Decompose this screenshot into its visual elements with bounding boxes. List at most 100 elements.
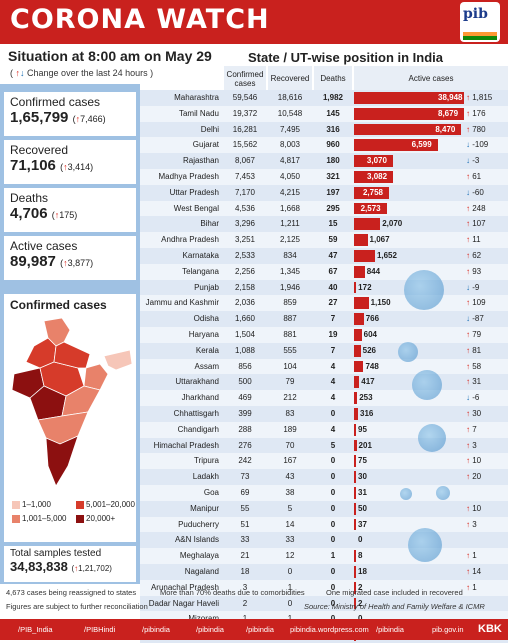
recovered-change: 3,414 <box>67 162 91 172</box>
change-cell: ↓ -109 <box>466 137 508 153</box>
confirmed-cell: 21 <box>240 551 250 561</box>
active-value-label: 844 <box>366 266 381 276</box>
state-name: Himachal Pradesh <box>153 440 219 450</box>
arrow-up-icon: ↑ <box>466 298 473 308</box>
footer-bar: /PIB_India /PIBHindi /pibindia /pibindia… <box>0 619 508 640</box>
table-row: Assam 856 104 4 748 ↑ 58 <box>140 358 508 375</box>
change-value: 109 <box>472 298 486 308</box>
change-value: 93 <box>472 266 482 276</box>
confirmed-cell: 856 <box>238 361 252 371</box>
deaths-cell: 4 <box>330 361 336 371</box>
change-value: 10 <box>472 456 482 466</box>
state-name: Ladakh <box>192 472 219 482</box>
confirmed-cell: 2 <box>242 598 248 608</box>
state-name: A&N Islands <box>174 535 219 545</box>
arrow-up-icon: ↑ <box>466 330 473 339</box>
recovered-cell: 5 <box>287 503 293 513</box>
deaths-cell: 7 <box>330 345 336 355</box>
footer-link-twitter-pib-india[interactable]: /PIB_India <box>18 625 53 634</box>
table-row: A&N Islands 33 33 0 0 <box>140 532 508 549</box>
deaths-value: 4,706 <box>10 205 48 222</box>
state-name: Tamil Nadu <box>178 108 219 118</box>
arrow-down-icon: ↓ <box>466 156 473 166</box>
active-bar <box>354 518 356 531</box>
deaths-cell: 0 <box>330 519 336 529</box>
confirmed-cell: 500 <box>238 377 252 387</box>
header-banner: CORONA WATCH pib <box>0 0 508 44</box>
recovered-cell: 887 <box>283 314 297 324</box>
state-name: Assam <box>194 361 219 371</box>
active-bar <box>354 297 369 310</box>
arrow-down-icon: ↓ <box>466 393 473 403</box>
table-row: Jharkhand 469 212 4 253 ↓ -6 <box>140 390 508 406</box>
state-name: Arunachal Pradesh <box>150 582 219 592</box>
active-bar <box>354 265 365 278</box>
map-title: Confirmed cases <box>10 298 107 312</box>
deaths-cell: 5 <box>330 440 336 450</box>
recovered-cell: 38 <box>285 488 295 497</box>
active-value-label: 748 <box>365 361 379 371</box>
state-name: Bihar <box>200 219 219 229</box>
active-value-label: 253 <box>359 393 373 403</box>
recovered-label: Recovered <box>10 143 69 157</box>
samples-change: 1,21,702 <box>78 564 110 573</box>
change-cell: ↑ 1 <box>466 548 508 564</box>
footer-link-twitter-pib-hindi[interactable]: /PIBHindi <box>84 625 116 634</box>
table-row: Chandigarh 288 189 4 95 ↑ 7 <box>140 421 508 438</box>
confirmed-cell: 2,256 <box>234 266 256 276</box>
table-row: Uttarakhand 500 79 4 417 ↑ 31 <box>140 374 508 391</box>
footer-link-facebook[interactable]: /pibindia <box>142 625 170 634</box>
confirmed-cell: 18 <box>240 567 250 576</box>
active-value-label: 0 <box>358 611 362 627</box>
arrow-up-icon: ↑ <box>75 114 81 124</box>
state-name: Kerala <box>195 345 219 355</box>
deaths-cell: 0 <box>330 409 336 418</box>
recovered-cell: 18,616 <box>277 93 303 102</box>
confirmed-cell: 15,562 <box>232 140 258 150</box>
active-bar <box>354 423 356 436</box>
arrow-up-icon: ↑ <box>466 203 473 213</box>
active-value-label: 1,652 <box>376 251 397 260</box>
footer-link-linkedin[interactable]: /pibindia <box>376 625 404 634</box>
recovered-cell: 1,345 <box>279 266 301 276</box>
active-value-label: 3,082 <box>367 172 388 181</box>
change-note: ( ↑↓ Change over the last 24 hours ) <box>10 68 153 78</box>
change-cell: ↑ 248 <box>466 201 508 217</box>
change-value: 31 <box>472 377 482 387</box>
table-row: Manipur 55 5 0 50 ↑ 10 <box>140 500 508 517</box>
map-region-northeast <box>103 349 133 371</box>
change-value: 61 <box>472 172 482 181</box>
recovered-cell: 555 <box>283 345 297 355</box>
table-row: Tamil Nadu 19,372 10,548 145 8,679 ↑ 176 <box>140 105 508 122</box>
footer-link-website[interactable]: pib.gov.in <box>432 625 464 634</box>
change-cell: ↑ 1,815 <box>466 90 508 106</box>
change-cell: ↓ -3 <box>466 153 508 169</box>
recovered-cell: 212 <box>283 393 297 403</box>
arrow-down-icon: ↓ <box>466 140 473 150</box>
deaths-cell: 15 <box>328 219 338 229</box>
change-value: 176 <box>472 108 486 118</box>
confirmed-box: Confirmed cases 1,65,799 (↑7,466) <box>4 92 136 136</box>
footer-link-youtube[interactable]: /pibindia <box>246 625 274 634</box>
confirmed-cell: 8,067 <box>234 156 256 166</box>
active-bar <box>354 92 464 104</box>
change-value: -9 <box>472 282 480 292</box>
arrow-up-icon: ↑ <box>466 93 473 102</box>
arrow-up-icon: ↑ <box>466 124 473 134</box>
virus-decoration-icon <box>418 424 446 452</box>
footer-link-instagram[interactable]: /pibindia <box>196 625 224 634</box>
change-cell: ↑ 14 <box>466 564 508 580</box>
legend-item-1: 1–1,000 <box>12 500 51 509</box>
active-value-label: 18 <box>358 567 367 576</box>
confirmed-cell: 3 <box>242 582 248 592</box>
deaths-cell: 295 <box>326 203 340 213</box>
state-name: Dadar Nagar Haveli <box>148 598 219 608</box>
footer-link-blog[interactable]: pibindia.wordpress.com <box>290 625 369 634</box>
change-value: 780 <box>472 124 486 134</box>
active-value-label: 604 <box>363 330 377 339</box>
deaths-cell: 197 <box>326 187 340 197</box>
confirmed-cell: 55 <box>240 503 250 513</box>
arrow-down-icon: ↓ <box>466 314 473 324</box>
header-recovered: Recovered <box>268 66 312 90</box>
change-cell: ↑ 1 <box>466 580 508 596</box>
